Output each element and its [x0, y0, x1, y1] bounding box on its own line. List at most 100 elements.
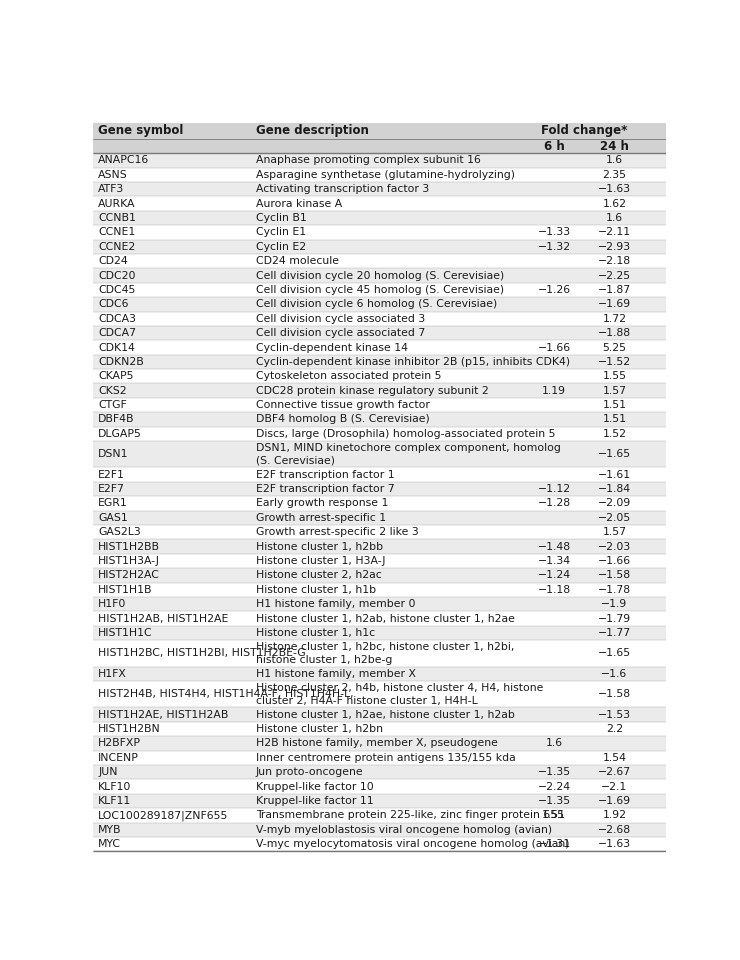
Text: −2.93: −2.93	[598, 242, 631, 252]
Bar	[92, 426, 666, 441]
Text: −1.63: −1.63	[598, 184, 631, 194]
Text: 1.51: 1.51	[542, 810, 566, 821]
Text: −1.84: −1.84	[598, 484, 631, 494]
Text: INCENP: INCENP	[98, 753, 139, 763]
Text: Cell division cycle associated 3: Cell division cycle associated 3	[256, 314, 425, 324]
Text: E2F transcription factor 1: E2F transcription factor 1	[256, 469, 394, 480]
Text: CDC20: CDC20	[98, 271, 135, 280]
Bar	[92, 496, 666, 511]
Text: CCNE2: CCNE2	[98, 242, 135, 252]
Bar	[92, 837, 666, 852]
Bar	[92, 312, 666, 325]
Bar	[92, 708, 666, 722]
Bar	[92, 283, 666, 298]
Bar	[92, 794, 666, 808]
Text: −1.58: −1.58	[598, 570, 631, 581]
Text: CDK14: CDK14	[98, 343, 135, 352]
Text: 1.72: 1.72	[602, 314, 626, 324]
Text: HIST2H2AC: HIST2H2AC	[98, 570, 160, 581]
Text: Cyclin-dependent kinase 14: Cyclin-dependent kinase 14	[256, 343, 408, 352]
Text: DBF4 homolog B (S. Cerevisiae): DBF4 homolog B (S. Cerevisiae)	[256, 415, 430, 424]
Text: −1.24: −1.24	[537, 570, 571, 581]
Text: CD24: CD24	[98, 256, 128, 266]
Bar	[92, 383, 666, 397]
Text: 1.52: 1.52	[602, 429, 626, 439]
Text: Anaphase promoting complex subunit 16: Anaphase promoting complex subunit 16	[256, 156, 481, 165]
Bar	[92, 240, 666, 254]
Text: Fold change*: Fold change*	[541, 125, 628, 137]
Text: KLF11: KLF11	[98, 796, 132, 806]
Text: ATF3: ATF3	[98, 184, 124, 194]
Text: LOC100289187|ZNF655: LOC100289187|ZNF655	[98, 810, 229, 821]
Text: JUN: JUN	[98, 767, 118, 778]
Bar	[92, 354, 666, 369]
Text: Histone cluster 1, h2bc, histone cluster 1, h2bi,
histone cluster 1, h2be-g: Histone cluster 1, h2bc, histone cluster…	[256, 642, 514, 665]
Text: −1.79: −1.79	[598, 613, 631, 624]
Text: −1.26: −1.26	[537, 285, 571, 295]
Text: E2F transcription factor 7: E2F transcription factor 7	[256, 484, 394, 494]
Bar	[92, 736, 666, 751]
Bar	[92, 254, 666, 269]
Text: AURKA: AURKA	[98, 199, 135, 208]
Text: DSN1: DSN1	[98, 449, 129, 459]
Text: −1.66: −1.66	[537, 343, 571, 352]
Text: Histone cluster 1, h1b: Histone cluster 1, h1b	[256, 585, 376, 595]
Text: −1.58: −1.58	[598, 689, 631, 699]
Bar	[92, 751, 666, 765]
Bar	[92, 211, 666, 226]
Text: MYC: MYC	[98, 839, 121, 850]
Text: CDC45: CDC45	[98, 285, 135, 295]
Text: CTGF: CTGF	[98, 400, 127, 410]
Bar	[92, 139, 666, 154]
Bar	[92, 666, 666, 681]
Text: Histone cluster 2, h2ac: Histone cluster 2, h2ac	[256, 570, 382, 581]
Text: HIST1H2BB: HIST1H2BB	[98, 541, 161, 552]
Text: Gene description: Gene description	[256, 125, 369, 137]
Text: 1.19: 1.19	[542, 386, 566, 396]
Text: Growth arrest-specific 1: Growth arrest-specific 1	[256, 513, 386, 523]
Bar	[92, 412, 666, 426]
Bar	[92, 525, 666, 540]
Text: Cell division cycle associated 7: Cell division cycle associated 7	[256, 328, 425, 338]
Text: 1.51: 1.51	[602, 415, 626, 424]
Text: −1.48: −1.48	[537, 541, 571, 552]
Text: HIST1H2BC, HIST1H2BI, HIST1H2BE-G: HIST1H2BC, HIST1H2BI, HIST1H2BE-G	[98, 648, 306, 659]
Bar	[92, 511, 666, 525]
Bar	[92, 168, 666, 182]
Text: −1.18: −1.18	[537, 585, 571, 595]
Bar	[92, 340, 666, 354]
Text: H2BFXP: H2BFXP	[98, 738, 141, 749]
Text: −1.65: −1.65	[598, 648, 631, 659]
Text: Histone cluster 1, h2bn: Histone cluster 1, h2bn	[256, 724, 383, 734]
Text: −1.53: −1.53	[598, 709, 631, 720]
Text: −1.33: −1.33	[537, 228, 571, 237]
Text: Transmembrane protein 225-like, zinc finger protein 655: Transmembrane protein 225-like, zinc fin…	[256, 810, 564, 821]
Text: 1.51: 1.51	[602, 400, 626, 410]
Text: H1 histone family, member X: H1 histone family, member X	[256, 669, 416, 679]
Text: HIST1H3A-J: HIST1H3A-J	[98, 556, 161, 566]
Text: 1.6: 1.6	[545, 738, 562, 749]
Text: CDCA3: CDCA3	[98, 314, 136, 324]
Text: Kruppel-like factor 11: Kruppel-like factor 11	[256, 796, 374, 806]
Text: HIST1H2AE, HIST1H2AB: HIST1H2AE, HIST1H2AB	[98, 709, 229, 720]
Text: Cytoskeleton associated protein 5: Cytoskeleton associated protein 5	[256, 372, 442, 381]
Text: E2F1: E2F1	[98, 469, 125, 480]
Bar	[92, 298, 666, 312]
Text: Cyclin E1: Cyclin E1	[256, 228, 306, 237]
Text: Aurora kinase A: Aurora kinase A	[256, 199, 342, 208]
Text: Histone cluster 1, h2ab, histone cluster 1, h2ae: Histone cluster 1, h2ab, histone cluster…	[256, 613, 515, 624]
Text: Histone cluster 1, H3A-J: Histone cluster 1, H3A-J	[256, 556, 386, 566]
Text: Cell division cycle 45 homolog (S. Cerevisiae): Cell division cycle 45 homolog (S. Cerev…	[256, 285, 504, 295]
Text: DBF4B: DBF4B	[98, 415, 135, 424]
Bar	[92, 197, 666, 211]
Text: CKS2: CKS2	[98, 386, 127, 396]
Bar	[92, 154, 666, 168]
Text: CDKN2B: CDKN2B	[98, 357, 144, 367]
Text: Cyclin E2: Cyclin E2	[256, 242, 306, 252]
Text: −1.6: −1.6	[602, 669, 628, 679]
Bar	[92, 780, 666, 794]
Text: −1.61: −1.61	[598, 469, 631, 480]
Text: 1.54: 1.54	[602, 753, 626, 763]
Bar	[92, 325, 666, 340]
Text: 1.92: 1.92	[602, 810, 626, 821]
